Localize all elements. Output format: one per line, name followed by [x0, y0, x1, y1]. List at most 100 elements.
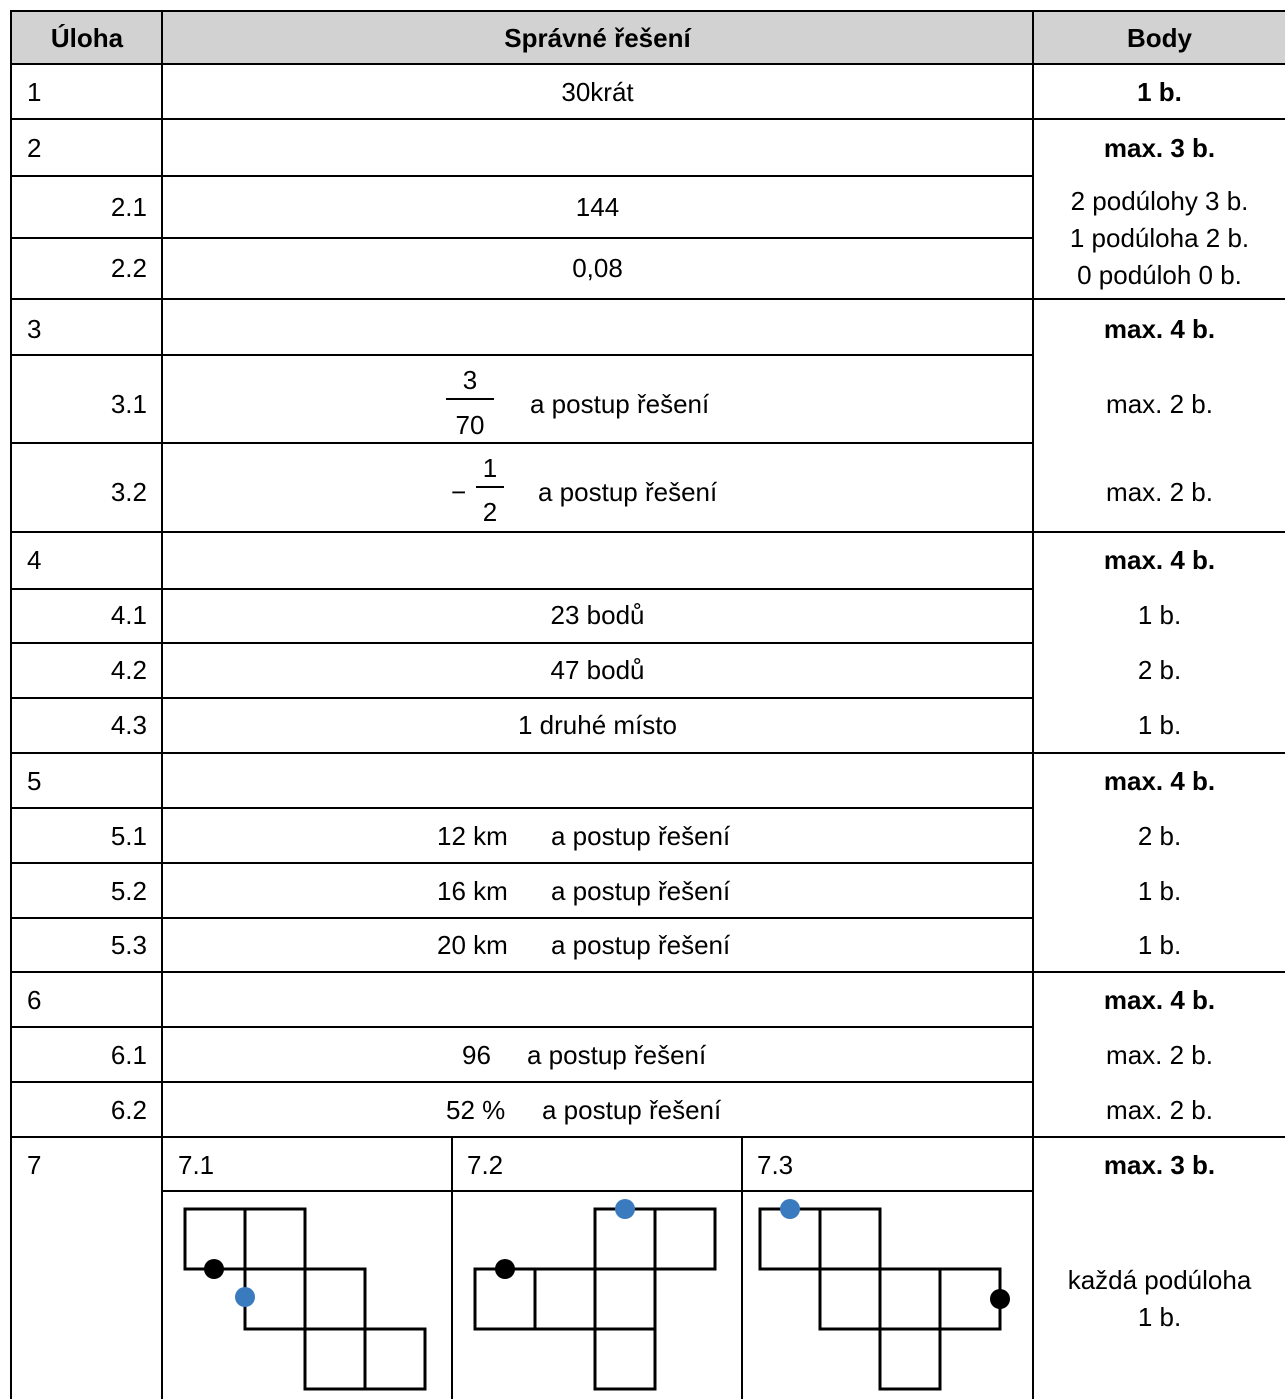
row-border [10, 298, 1285, 300]
points-value: 1 b. [1137, 710, 1182, 740]
solution-value: 12 km [437, 821, 508, 851]
marker-blue-dot [780, 1199, 800, 1219]
points-value: 1 b. [1137, 876, 1182, 906]
solution-suffix: a postup řešení [551, 930, 731, 960]
subtask-number: 7.1 [178, 1150, 215, 1180]
points-value: max. 4 b. [1103, 314, 1216, 344]
points-value: max. 2 b. [1106, 1095, 1213, 1125]
subrow-border [10, 1026, 1034, 1028]
solution-value: 0,08 [572, 253, 623, 283]
subrow-border [10, 1081, 1034, 1083]
subtask-number: 6.1 [110, 1040, 147, 1070]
subtask-number: 4.2 [110, 655, 147, 685]
marker-blue-dot [615, 1199, 635, 1219]
header-task: Úloha [50, 23, 124, 53]
points-value: 1 b. [1137, 600, 1182, 630]
subrow-border [10, 588, 1034, 590]
points-value: 1 b. [1137, 930, 1182, 960]
solution-value: 96 [462, 1040, 491, 1070]
fraction-sign: − [451, 477, 467, 507]
col-separator-7a [451, 1136, 453, 1399]
fraction-denominator: 70 [455, 410, 485, 440]
task-number: 3 [27, 314, 42, 344]
row-border [10, 752, 1285, 754]
subrow-border [10, 862, 1034, 864]
points-value: max. 3 b. [1103, 1150, 1216, 1180]
points-value: max. 2 b. [1106, 477, 1213, 507]
solution-suffix: a postup řešení [551, 876, 731, 906]
solution-value: 52 % [446, 1095, 506, 1125]
task-number: 1 [27, 77, 42, 107]
marker-black-dot [204, 1259, 224, 1279]
subrow-border [10, 442, 1034, 444]
solution-value: 144 [575, 192, 620, 222]
subtask-number: 2.2 [110, 253, 147, 283]
subrow-border [10, 237, 1034, 239]
solution-value: 16 km [437, 876, 508, 906]
subtask-number: 7.2 [467, 1150, 504, 1180]
header-solution: Správné řešení [504, 23, 691, 53]
solution-value: 1 druhé místo [518, 710, 677, 740]
solution-value: 23 bodů [550, 600, 645, 630]
points-value: max. 3 b. [1103, 133, 1216, 163]
subtask-number: 2.1 [110, 192, 147, 222]
task-number: 7 [27, 1150, 42, 1180]
subrow-border [10, 354, 1034, 356]
points-value: max. 4 b. [1103, 985, 1216, 1015]
solution-suffix: a postup řešení [542, 1095, 722, 1125]
solution-suffix: a postup řešení [538, 477, 718, 507]
task-number: 2 [27, 133, 42, 163]
marker-black-dot [990, 1289, 1010, 1309]
points-value: 2 b. [1137, 821, 1182, 851]
subrow-border [10, 807, 1034, 809]
points-rule: 1 podúloha 2 b. [1069, 223, 1250, 253]
subrow-border [163, 1190, 1034, 1192]
subtask-number: 5.2 [110, 876, 147, 906]
subrow-border [10, 642, 1034, 644]
row-border [10, 63, 1285, 65]
subtask-number: 7.3 [757, 1150, 794, 1180]
subtask-number: 5.3 [110, 930, 147, 960]
points-rule: 0 podúloh 0 b. [1077, 260, 1242, 290]
table-border-top [10, 10, 1285, 12]
subtask-number: 3.2 [110, 477, 147, 507]
row-border [10, 531, 1285, 533]
fraction-numerator: 3 [462, 365, 478, 395]
subrow-border [10, 175, 1034, 177]
points-value: 2 b. [1137, 655, 1182, 685]
points-value: max. 4 b. [1103, 766, 1216, 796]
subrow-border [10, 917, 1034, 919]
solution-suffix: a postup řešení [551, 821, 731, 851]
points-value: 1 b. [1137, 77, 1182, 107]
task-number: 6 [27, 985, 42, 1015]
subtask-number: 5.1 [110, 821, 147, 851]
points-rule: každá podúloha [1067, 1265, 1252, 1295]
row-border [10, 118, 1285, 120]
subtask-number: 6.2 [110, 1095, 147, 1125]
task-number: 4 [27, 545, 42, 575]
col-separator-7b [741, 1136, 743, 1399]
subrow-border [10, 697, 1034, 699]
points-value: max. 2 b. [1106, 389, 1213, 419]
solution-value: 20 km [437, 930, 508, 960]
table-header [11, 10, 1285, 64]
row-border [10, 971, 1285, 973]
col-separator-1 [161, 10, 163, 1399]
subtask-number: 4.1 [110, 600, 147, 630]
fraction-denominator: 2 [482, 497, 498, 527]
solution-value: 47 bodů [550, 655, 645, 685]
subtask-number: 3.1 [110, 389, 147, 419]
marker-blue-dot [235, 1287, 255, 1307]
row-border [10, 1136, 1285, 1138]
header-points: Body [1127, 23, 1192, 53]
col-separator-2 [1032, 10, 1034, 1399]
points-value: max. 2 b. [1106, 1040, 1213, 1070]
fraction-numerator: 1 [482, 453, 498, 483]
points-value: max. 4 b. [1103, 545, 1216, 575]
points-rule: 2 podúlohy 3 b. [1070, 186, 1249, 216]
subtask-number: 4.3 [110, 710, 147, 740]
marker-black-dot [495, 1259, 515, 1279]
